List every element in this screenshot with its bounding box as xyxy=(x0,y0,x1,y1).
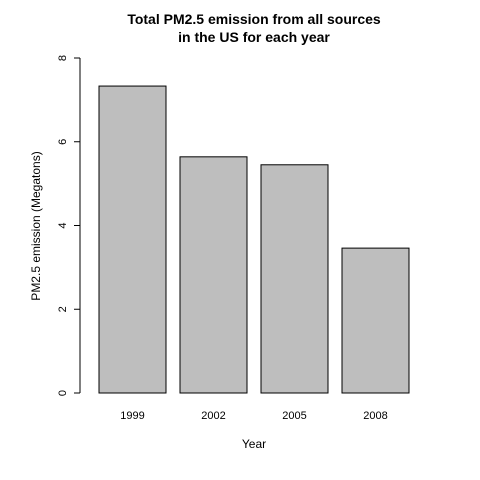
x-tick-label: 1999 xyxy=(120,410,144,422)
y-tick-label: 8 xyxy=(57,55,69,61)
chart-title-line-2: in the US for each year xyxy=(178,29,330,45)
y-axis-label: PM2.5 emission (Megatons) xyxy=(29,151,43,300)
x-axis-tick-labels: 1999 2002 2005 2008 xyxy=(120,410,387,422)
y-tick-label: 6 xyxy=(57,139,69,145)
x-tick-label: 2002 xyxy=(201,410,225,422)
x-tick-label: 2008 xyxy=(363,410,387,422)
y-tick-label: 4 xyxy=(57,222,69,228)
bar-1999 xyxy=(99,86,166,393)
bar-2002 xyxy=(180,157,247,393)
x-tick-label: 2005 xyxy=(282,410,306,422)
chart-title: Total PM2.5 emission from all sources in… xyxy=(127,11,381,45)
bar-2005 xyxy=(261,165,328,393)
chart-title-line-1: Total PM2.5 emission from all sources xyxy=(127,11,381,27)
y-tick-label: 0 xyxy=(57,390,69,396)
y-axis-ticks: 0 2 4 6 8 xyxy=(57,55,80,396)
bars xyxy=(99,86,409,393)
x-axis-label: Year xyxy=(242,437,266,451)
bar-2008 xyxy=(342,248,409,393)
y-tick-label: 2 xyxy=(57,306,69,312)
